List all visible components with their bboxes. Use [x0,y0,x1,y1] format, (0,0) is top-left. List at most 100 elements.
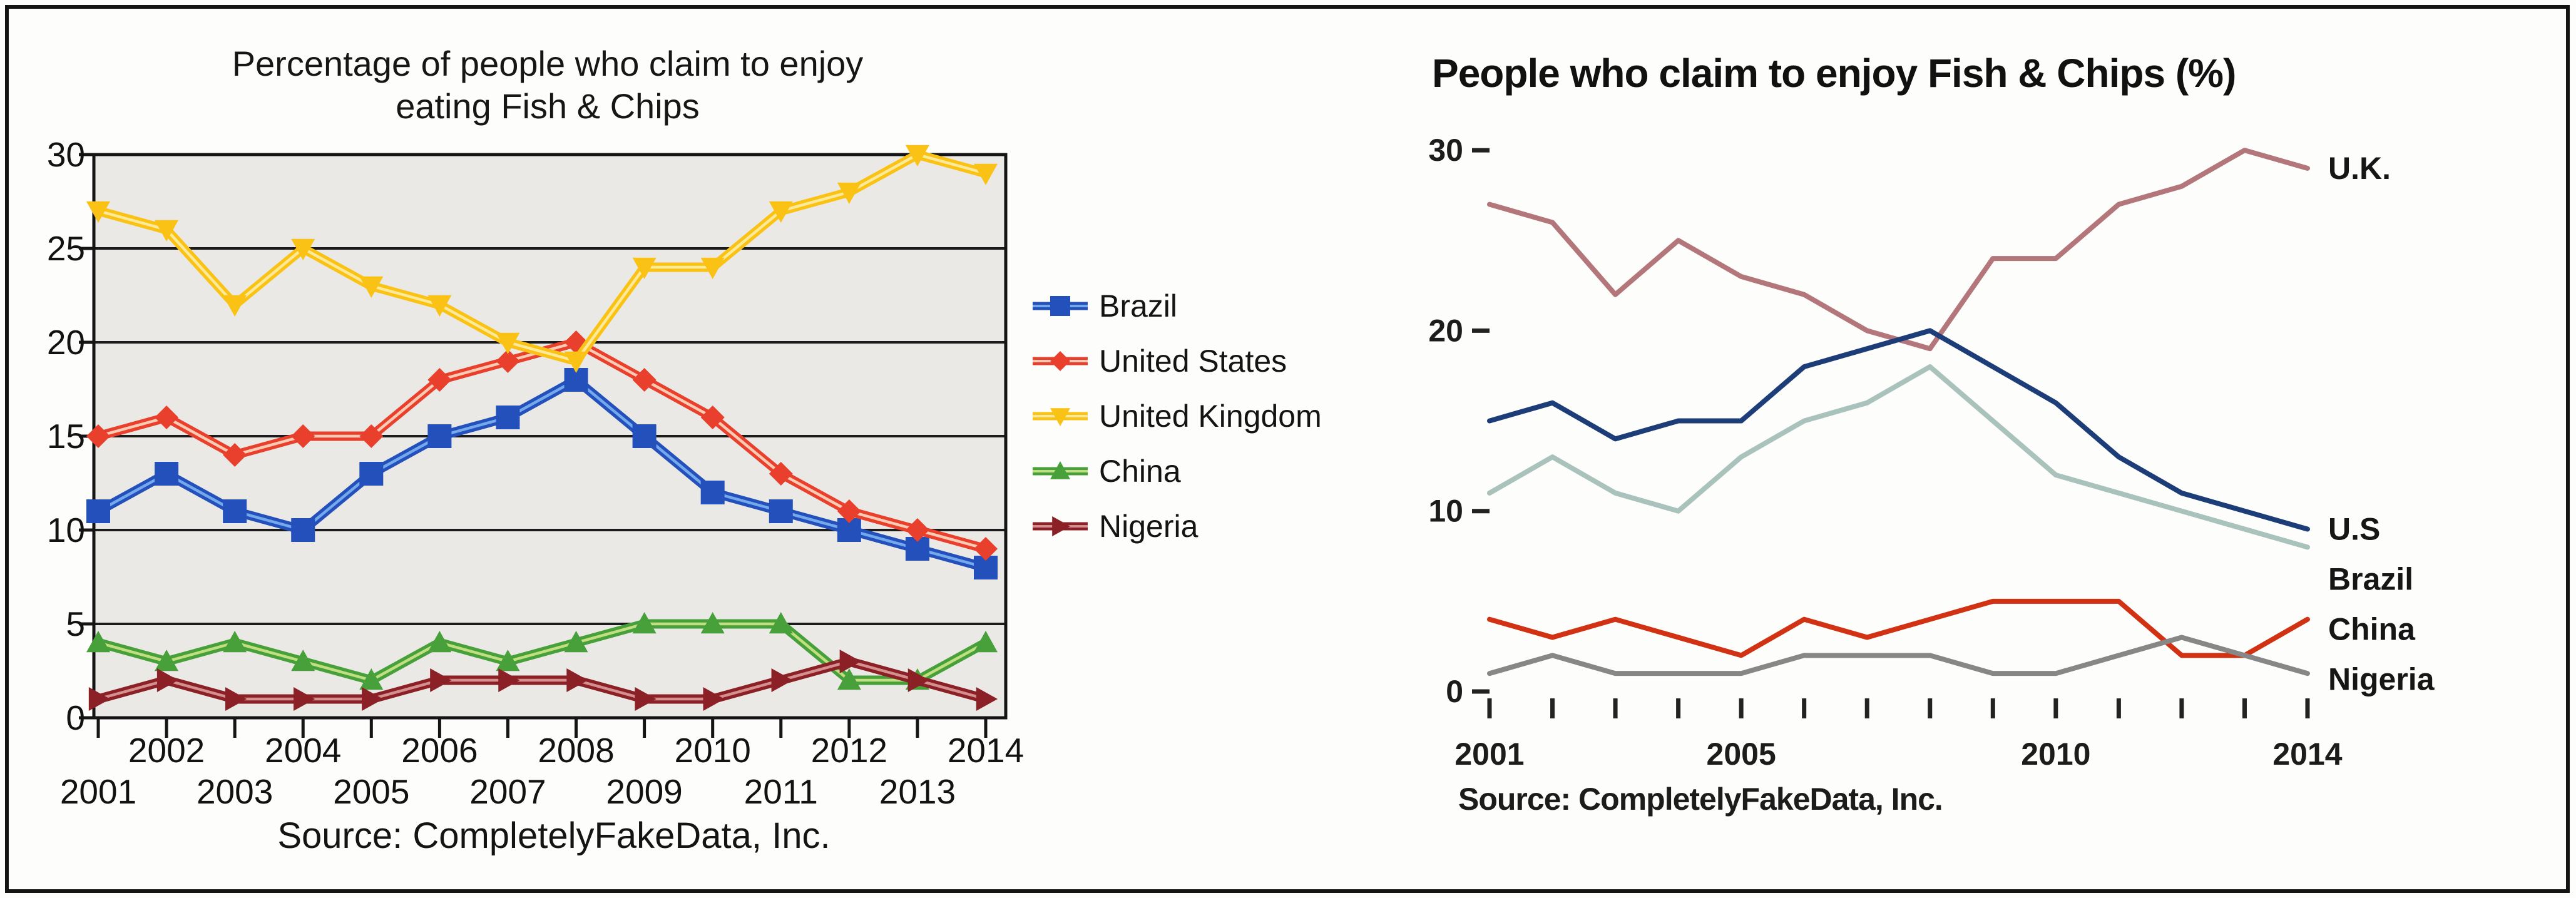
united-kingdom-marker [632,257,657,279]
legend-marker-triangle-down [1033,408,1088,426]
x-tick-label: 2002 [128,731,205,770]
nigeria-marker [362,687,384,711]
united-states-marker [427,368,452,392]
line-label-china: China [2328,612,2416,647]
line-label-brazil: Brazil [2328,562,2413,597]
legend-item-china: China [1031,450,1322,492]
china-line [93,619,991,685]
united-states-series [86,330,998,561]
china-line [1487,598,2310,658]
line-label-nigeria: Nigeria [2328,662,2435,697]
legend-marker-shape [1050,296,1070,316]
gridlines [94,153,1006,719]
legend: Brazil United States United Kingdom China Ni… [1031,285,1322,548]
x-axis: 2001 2005 2010 2014 [1454,698,2343,772]
united-kingdom-marker [769,201,793,223]
y-axis: 0 5 10 15 20 25 30 [47,135,94,737]
plot-area-background [94,155,1006,718]
united-kingdom-marker [359,276,384,298]
x-tick-label: 2001 [60,772,136,811]
nigeria-series [88,650,998,711]
y-tick-label: 30 [47,135,85,174]
x-tick-label: 2005 [1707,737,1776,772]
brazil-marker [974,556,998,579]
united-kingdom-marker [974,163,998,185]
x-tick-label: 2007 [469,772,546,811]
legend-label: China [1099,454,1181,489]
left-chart-source: Source: CompletelyFakeData, Inc. [277,815,831,856]
legend-item-brazil: Brazil [1031,285,1322,327]
y-tick-label: 5 [66,605,85,643]
united-states-marker [769,462,793,486]
nigeria-line-highlight [96,660,988,701]
united-kingdom-marker [155,220,179,242]
brazil-line [1487,364,2310,550]
china-marker [700,612,725,634]
china-marker [223,631,247,653]
united-states-marker [700,406,725,429]
y-tick-label: 20 [1428,313,1463,348]
u-k-series [1487,148,2310,352]
nigeria-marker [771,668,793,692]
united-states-marker [632,368,657,392]
brazil-line [93,375,991,573]
united-kingdom-line-highlight [96,153,988,363]
brazil-marker [291,518,315,542]
united-states-marker [223,443,247,467]
united-states-marker [974,537,998,561]
left-chart-title-line1: Percentage of people who claim to enjoy [232,44,864,83]
brazil-marker [427,424,452,448]
brazil-marker [496,406,520,429]
legend-item-united-kingdom: United Kingdom [1031,395,1322,437]
brazil-line-highlight [96,378,988,569]
u-k-line [1487,148,2310,352]
y-tick-label: 20 [47,323,85,362]
line-label-u-k: U.K. [2328,151,2391,186]
legend-marker-triangle-right [1033,516,1088,536]
united-kingdom-marker [223,295,247,317]
china-marker [769,612,793,634]
legend-marker-triangle-up [1033,461,1088,479]
legend-item-united-states: United States [1031,340,1322,382]
nigeria-marker [88,687,110,711]
brazil-marker [632,424,657,448]
united-kingdom-marker [86,201,110,223]
legend-marker-shape [1052,516,1070,536]
u-s-line [1487,328,2310,532]
united-kingdom-marker [837,182,861,204]
x-tick-label: 2004 [265,731,341,770]
united-states-marker [291,424,315,448]
brazil-marker [564,368,588,392]
brazil-series [1487,364,2310,550]
legend-marker-square [1033,296,1088,316]
nigeria-marker [430,668,452,692]
x-tick-label: 2011 [744,772,818,811]
united-kingdom-marker [496,332,520,354]
y-tick-label: 30 [1428,133,1463,168]
nigeria-marker [498,668,520,692]
nigeria-marker [294,687,315,711]
nigeria-marker [976,687,998,711]
x-tick-label: 2008 [538,731,614,770]
china-marker [155,650,179,671]
x-tick-label: 2010 [2021,737,2090,772]
china-marker [359,668,384,690]
y-tick-label: 0 [1446,674,1463,709]
x-tick-label: 2001 [1454,737,1524,772]
x-tick-label: 2014 [948,731,1024,770]
brazil-series [86,368,998,579]
china-line-highlight [96,622,988,682]
legend-label: Nigeria [1099,509,1199,544]
united-kingdom-series [86,145,998,373]
brazil-marker [155,462,179,486]
united-kingdom-marker [564,351,588,373]
u-s-series [1487,328,2310,532]
china-marker [837,668,861,690]
united-states-marker [359,424,384,448]
legend-marker-shape [1050,461,1070,479]
left-chart-title: Percentage of people who claim to enjoy … [94,43,1001,128]
right-chart-title: People who claim to enjoy Fish & Chips (… [1432,51,2236,96]
china-marker [427,631,452,653]
y-tick-label: 10 [1428,494,1463,529]
